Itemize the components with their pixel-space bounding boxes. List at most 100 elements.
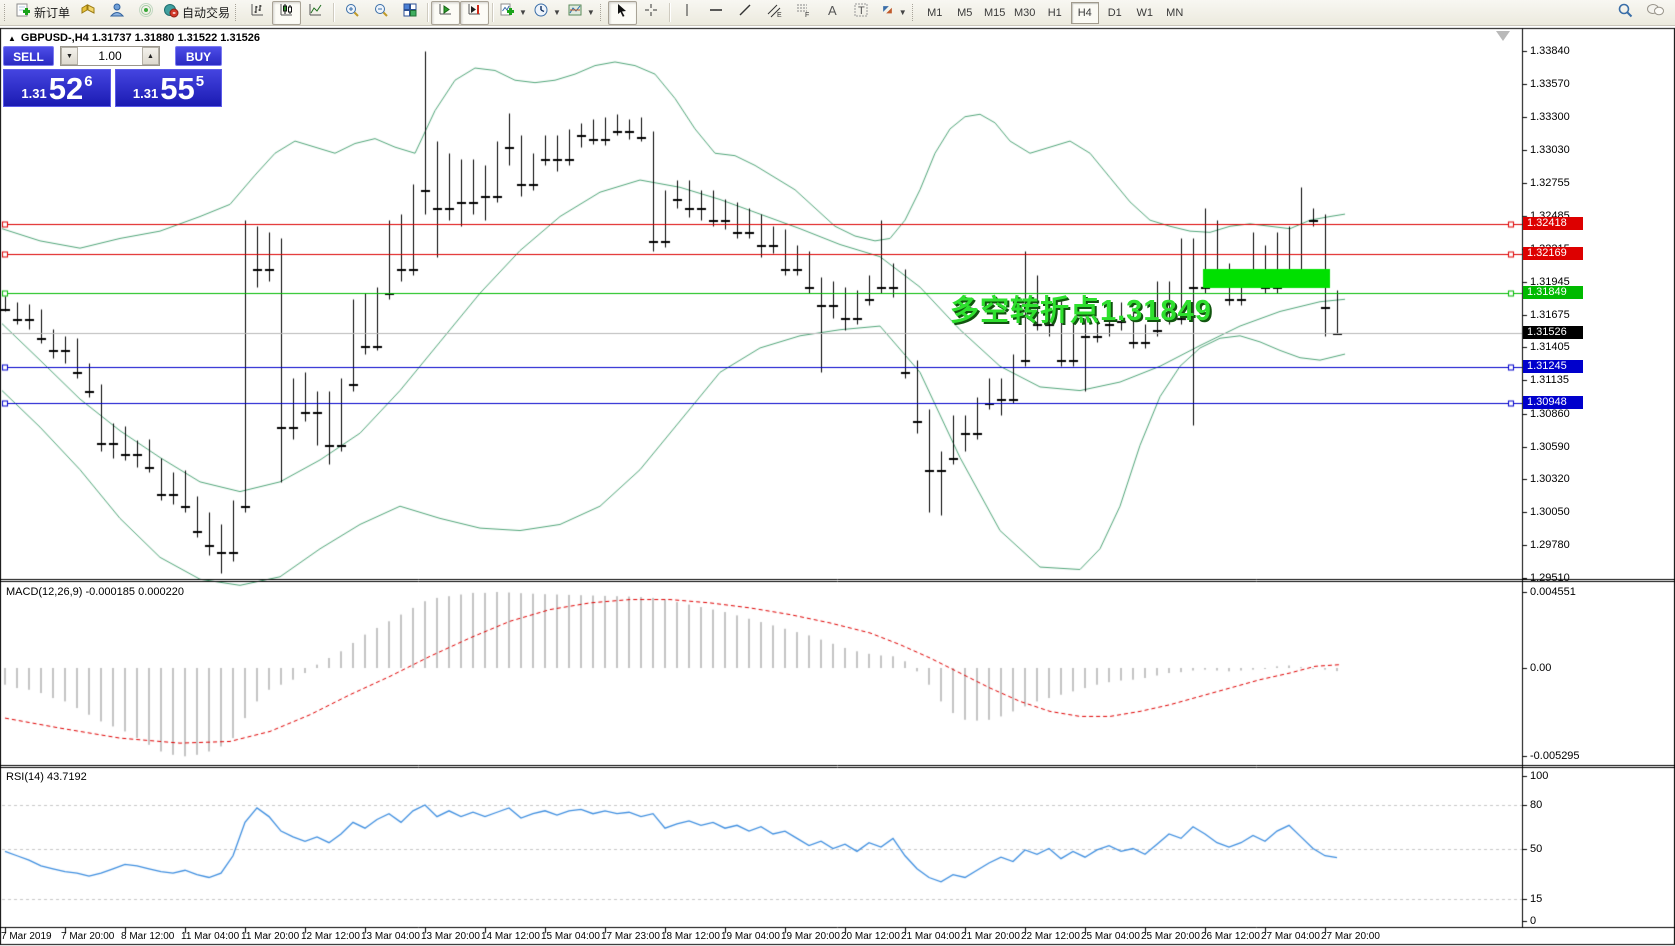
fibonacci-icon: F bbox=[795, 2, 811, 23]
auto-scroll-icon bbox=[438, 2, 454, 23]
svg-text:F: F bbox=[805, 12, 809, 18]
chevron-down-icon: ▼ bbox=[552, 8, 561, 17]
cursor-icon bbox=[614, 2, 630, 23]
arrows-icon bbox=[879, 2, 895, 23]
one-click-trading-panel: SELL ▼ ▲ BUY 1.31 52 6 1.31 55 5 bbox=[3, 44, 222, 109]
toolbar: 新订单 自动交易 ▼ ▼ bbox=[0, 0, 1675, 26]
market-watch-icon bbox=[80, 2, 96, 23]
chart-shift-icon bbox=[467, 2, 483, 23]
tile-windows-button[interactable] bbox=[395, 1, 424, 25]
zoom-out-button[interactable] bbox=[366, 1, 395, 25]
candlestick-chart-button[interactable] bbox=[272, 0, 302, 25]
horizontal-line-button[interactable] bbox=[702, 1, 731, 25]
market-watch-button[interactable] bbox=[73, 1, 102, 25]
sell-button[interactable]: SELL bbox=[3, 46, 54, 66]
chart-canvas[interactable] bbox=[0, 26, 1675, 946]
buy-price-box[interactable]: 1.31 55 5 bbox=[115, 69, 222, 107]
auto-scroll-button[interactable] bbox=[431, 0, 461, 25]
toolbar-grip bbox=[599, 4, 604, 21]
zoom-out-icon bbox=[373, 2, 389, 23]
timeframe-m1[interactable]: M1 bbox=[927, 6, 943, 19]
timeframe-h4[interactable]: H4 bbox=[1070, 1, 1099, 24]
volume-input[interactable] bbox=[78, 47, 142, 65]
zoom-in-icon bbox=[344, 2, 360, 23]
indicators-button[interactable]: ▼ bbox=[496, 1, 530, 25]
zoom-in-button[interactable] bbox=[337, 1, 366, 25]
equidistant-channel-button[interactable]: E bbox=[760, 1, 789, 25]
sell-price-pip: 6 bbox=[84, 73, 93, 90]
svg-text:T: T bbox=[858, 5, 865, 17]
equidistant-channel-icon: E bbox=[766, 2, 782, 23]
templates-button[interactable]: ▼ bbox=[564, 1, 598, 25]
volume-stepper: ▼ ▲ bbox=[60, 46, 160, 66]
periods-button[interactable]: ▼ bbox=[530, 1, 564, 25]
buy-button[interactable]: BUY bbox=[175, 46, 222, 66]
chart-window: ▲ GBPUSD-,H4 1.31737 1.31880 1.31522 1.3… bbox=[0, 26, 1675, 946]
crosshair-icon bbox=[643, 2, 659, 23]
chevron-down-icon: ▼ bbox=[519, 8, 527, 17]
toolbar-separator bbox=[333, 3, 335, 22]
auto-trading-label: 自动交易 bbox=[182, 6, 231, 20]
timeframe-m15[interactable]: M15 bbox=[984, 6, 1006, 19]
volume-increase-button[interactable]: ▲ bbox=[142, 47, 159, 65]
bar-chart-button[interactable] bbox=[243, 1, 272, 25]
auto-trading-button[interactable]: 自动交易 bbox=[160, 1, 233, 25]
timeframe-w1[interactable]: W1 bbox=[1136, 6, 1153, 19]
toolbar-separator bbox=[492, 3, 494, 22]
sell-price-box[interactable]: 1.31 52 6 bbox=[3, 69, 111, 107]
new-order-label: 新订单 bbox=[34, 6, 71, 20]
svg-text:E: E bbox=[777, 12, 782, 18]
new-order-button[interactable]: 新订单 bbox=[12, 1, 73, 25]
timeframe-m30[interactable]: M30 bbox=[1014, 6, 1036, 19]
search-icon[interactable] bbox=[1617, 2, 1634, 24]
buy-price-prefix: 1.31 bbox=[132, 86, 159, 101]
line-chart-button[interactable] bbox=[301, 1, 330, 25]
templates-icon bbox=[567, 2, 583, 23]
svg-text:A: A bbox=[828, 3, 837, 18]
auto-trading-icon bbox=[163, 2, 179, 23]
tile-windows-icon bbox=[402, 2, 418, 23]
chart-shift-button[interactable] bbox=[460, 0, 490, 25]
trendline-icon bbox=[737, 2, 753, 23]
data-window-button[interactable] bbox=[102, 1, 131, 25]
toolbar-grip bbox=[235, 4, 239, 21]
timeframe-group: M1 M5 M15 M30 H1 H4 D1 W1 MN bbox=[920, 1, 1190, 24]
horizontal-line-icon bbox=[708, 2, 724, 23]
signals-icon bbox=[138, 2, 154, 23]
text-label-icon: T bbox=[853, 2, 869, 23]
toolbar-grip bbox=[4, 4, 8, 21]
cursor-button[interactable] bbox=[607, 0, 637, 25]
timeframe-mn[interactable]: MN bbox=[1166, 6, 1184, 19]
timeframe-m5[interactable]: M5 bbox=[957, 6, 973, 19]
signals-button[interactable] bbox=[131, 1, 160, 25]
volume-decrease-button[interactable]: ▼ bbox=[61, 47, 78, 65]
trendline-button[interactable] bbox=[731, 1, 760, 25]
timeframe-d1[interactable]: D1 bbox=[1107, 6, 1122, 19]
sell-price-big: 52 bbox=[48, 71, 84, 106]
vertical-line-icon bbox=[679, 2, 695, 23]
data-window-icon bbox=[109, 2, 125, 23]
crosshair-button[interactable] bbox=[637, 1, 666, 25]
periods-icon bbox=[533, 2, 549, 23]
text-button[interactable]: A bbox=[818, 1, 847, 25]
line-chart-icon bbox=[308, 2, 324, 23]
new-order-icon bbox=[15, 2, 31, 23]
text-icon: A bbox=[824, 2, 840, 23]
vertical-line-button[interactable] bbox=[673, 1, 702, 25]
sell-price-prefix: 1.31 bbox=[21, 86, 47, 101]
candlestick-chart-icon bbox=[279, 2, 295, 23]
bar-chart-icon bbox=[250, 2, 266, 23]
toolbar-separator bbox=[668, 3, 670, 22]
chevron-down-icon: ▼ bbox=[898, 8, 907, 17]
indicators-icon bbox=[499, 2, 515, 23]
text-label-button[interactable]: T bbox=[847, 1, 876, 25]
fibonacci-button[interactable]: F bbox=[789, 1, 818, 25]
buy-price-pip: 5 bbox=[195, 73, 205, 90]
toolbar-grip bbox=[911, 4, 916, 21]
buy-price-big: 55 bbox=[160, 71, 195, 106]
toolbar-separator bbox=[427, 3, 429, 22]
timeframe-h1[interactable]: H1 bbox=[1047, 6, 1062, 19]
chevron-down-icon: ▼ bbox=[586, 8, 595, 17]
arrows-button[interactable]: ▼ bbox=[876, 1, 910, 25]
chat-icon[interactable] bbox=[1646, 2, 1665, 23]
